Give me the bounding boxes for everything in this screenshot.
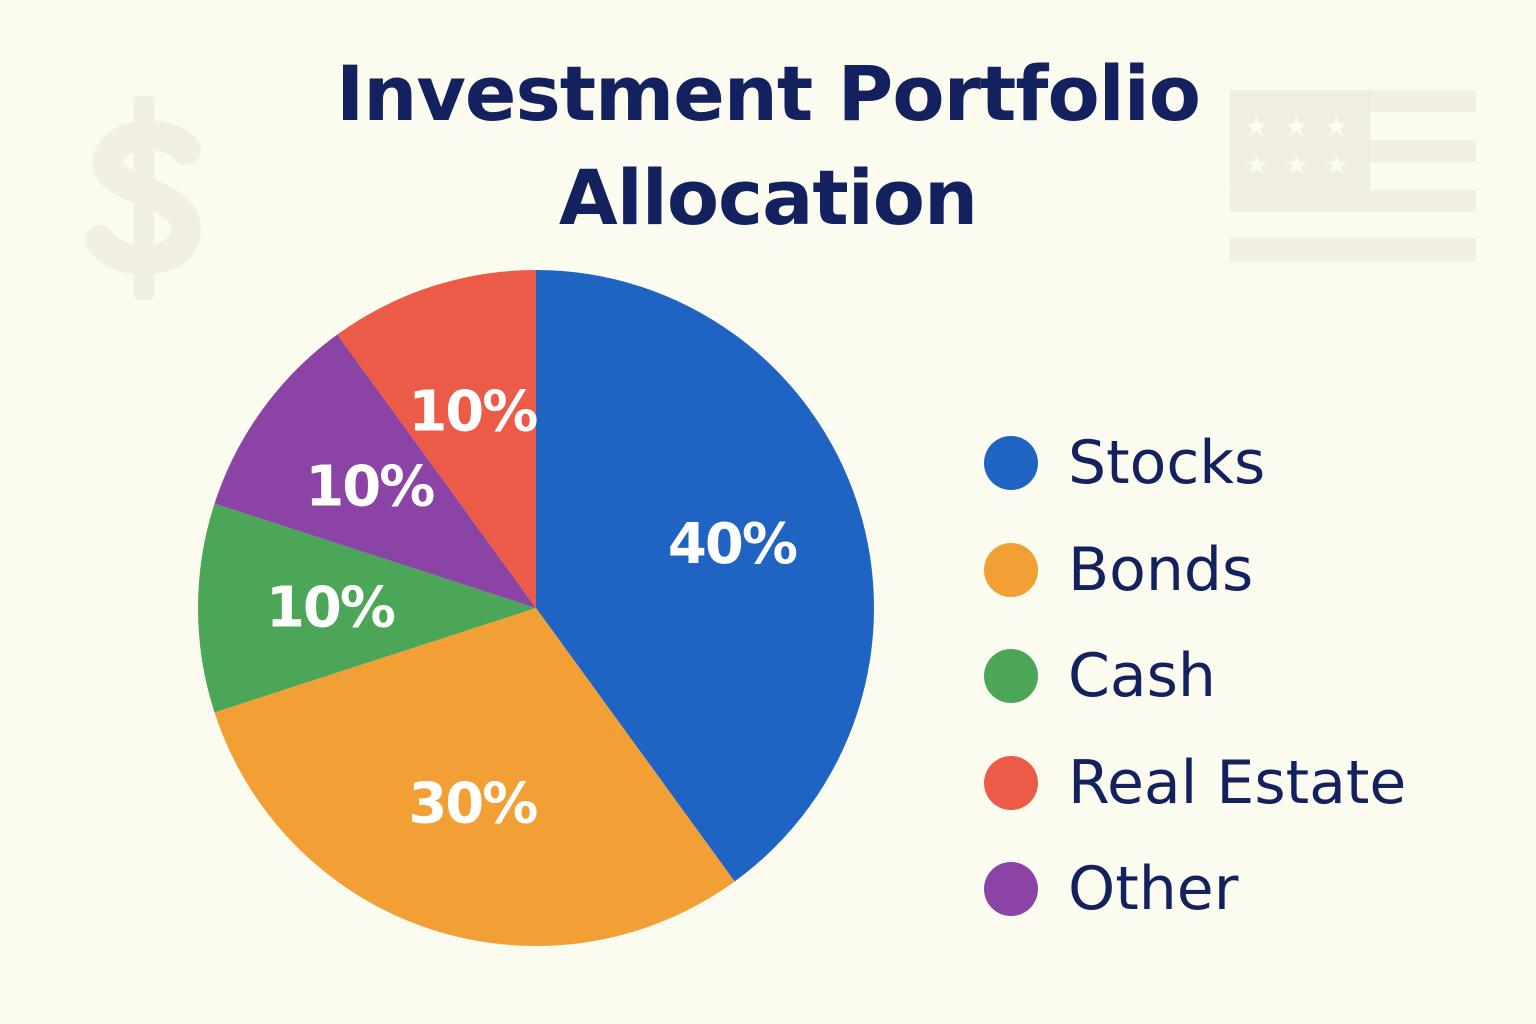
legend-item-other: Other	[984, 836, 1524, 943]
pie-slice-labels: 40% 30% 10% 10% 10%	[266, 380, 799, 837]
svg-text:★: ★	[1324, 148, 1349, 181]
flag-icon: ★ ★ ★ ★ ★ ★	[1230, 90, 1476, 262]
pie-slice-label-other: 10%	[305, 454, 434, 519]
pie-slice-label-bonds: 30%	[408, 771, 537, 836]
legend-label: Bonds	[1068, 534, 1254, 605]
legend-swatch	[984, 649, 1038, 704]
svg-text:★: ★	[1284, 110, 1309, 143]
pie-slice-label-cash: 10%	[266, 576, 395, 641]
legend-swatch	[984, 542, 1038, 597]
dollar-sign-icon	[85, 96, 202, 300]
pie-slices	[198, 270, 874, 946]
chart-title-line-2: Allocation	[558, 153, 978, 242]
pie-slice-stocks	[536, 270, 874, 882]
svg-text:★: ★	[1284, 148, 1309, 181]
legend-label: Other	[1068, 854, 1239, 925]
legend-label: Stocks	[1068, 428, 1266, 499]
legend: Stocks Bonds Cash Real Estate Other	[984, 410, 1524, 943]
legend-item-bonds: Bonds	[984, 517, 1524, 624]
svg-text:★: ★	[1244, 148, 1269, 181]
legend-label: Cash	[1068, 641, 1216, 712]
chart-title-line-1: Investment Portfolio	[336, 49, 1201, 138]
pie-slice-cash	[198, 503, 537, 713]
pie-slice-other	[214, 334, 536, 608]
legend-label: Real Estate	[1068, 747, 1407, 818]
legend-swatch	[984, 755, 1038, 810]
legend-swatch	[984, 862, 1038, 917]
svg-text:★: ★	[1244, 110, 1269, 143]
legend-item-real-estate: Real Estate	[984, 730, 1524, 837]
legend-swatch	[984, 436, 1038, 491]
pie-slice-bonds	[214, 608, 735, 946]
legend-item-cash: Cash	[984, 623, 1524, 730]
legend-item-stocks: Stocks	[984, 410, 1524, 517]
pie-slice-label-stocks: 40%	[668, 512, 797, 577]
pie-slice-label-real-estate: 10%	[408, 380, 537, 445]
pie-slice-real-estate	[337, 270, 536, 608]
svg-text:★: ★	[1324, 110, 1349, 143]
